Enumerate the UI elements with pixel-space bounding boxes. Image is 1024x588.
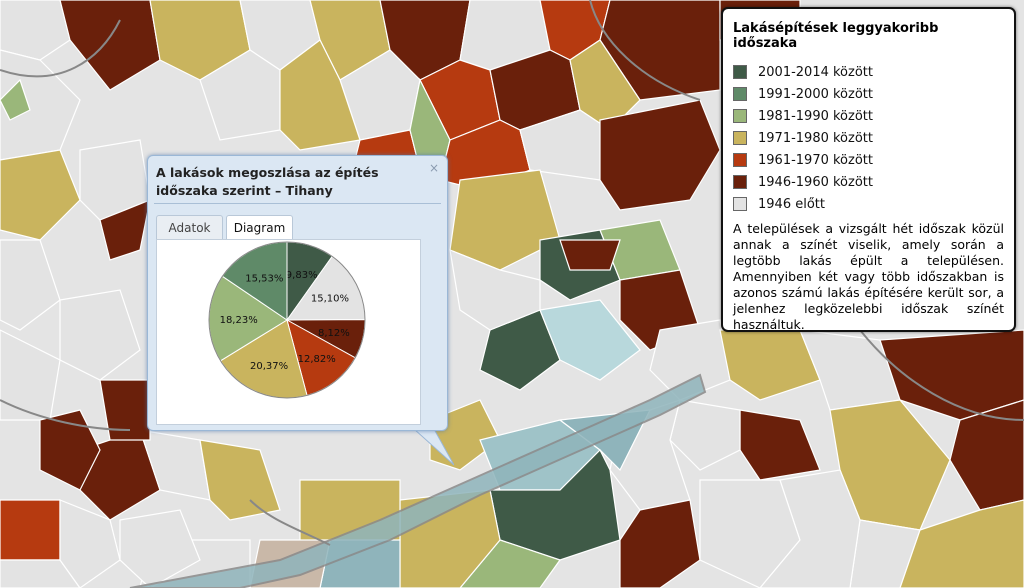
pie-label-2: 8,12% (318, 328, 350, 339)
legend-label: 1971-1980 között (758, 130, 873, 146)
legend-item-before-1946: 1946 előtt (733, 193, 1004, 215)
legend-swatch (733, 87, 747, 101)
legend-item-1971-1980: 1971-1980 között (733, 127, 1004, 149)
popup-pointer (414, 427, 454, 466)
popup-divider (154, 203, 441, 204)
pie-label-6: 15,53% (245, 273, 283, 284)
legend-label: 1981-1990 között (758, 108, 873, 124)
legend-item-1961-1970: 1961-1970 között (733, 149, 1004, 171)
pie-outline (208, 241, 366, 399)
legend-item-1991-2000: 1991-2000 között (733, 83, 1004, 105)
pie-label-3: 12,82% (298, 354, 336, 365)
map-legend: Lakásépítések leggyakoribb időszaka 2001… (721, 7, 1016, 332)
legend-item-2001-2014: 2001-2014 között (733, 61, 1004, 83)
legend-label: 1946-1960 között (758, 174, 873, 190)
legend-label: 1991-2000 között (758, 86, 873, 102)
legend-title: Lakásépítések leggyakoribb időszaka (733, 21, 939, 51)
pie-label-5: 18,23% (220, 315, 258, 326)
legend-label: 2001-2014 között (758, 64, 873, 80)
legend-item-1981-1990: 1981-1990 között (733, 105, 1004, 127)
legend-swatch (733, 175, 747, 189)
pie-label-4: 20,37% (250, 361, 288, 372)
tab-diagram[interactable]: Diagram (226, 215, 293, 240)
legend-label: 1946 előtt (758, 196, 825, 212)
legend-swatch (733, 153, 747, 167)
legend-swatch (733, 109, 747, 123)
legend-swatch (733, 65, 747, 79)
legend-item-1946-1960: 1946-1960 között (733, 171, 1004, 193)
tab-adatok[interactable]: Adatok (156, 215, 223, 239)
legend-swatch (733, 131, 747, 145)
legend-swatch (733, 197, 747, 211)
legend-description: A települések a vizsgált hét időszak köz… (733, 221, 1004, 332)
diagram-panel: 9,83% 15,10% 8,12% 12,82% 20,37% 18,23% 15,53% (156, 239, 421, 425)
pie-chart: 9,83% 15,10% 8,12% 12,82% 20,37% 18,23% 15,53% (208, 241, 366, 399)
info-popup: A lakások megoszlása az építés időszaka … (147, 155, 448, 431)
popup-title: A lakások megoszlása az építés időszaka … (156, 165, 379, 198)
pie-label-1: 15,10% (311, 294, 349, 305)
pie-label-0: 9,83% (286, 270, 318, 281)
legend-label: 1961-1970 között (758, 152, 873, 168)
close-icon[interactable]: × (428, 161, 439, 175)
